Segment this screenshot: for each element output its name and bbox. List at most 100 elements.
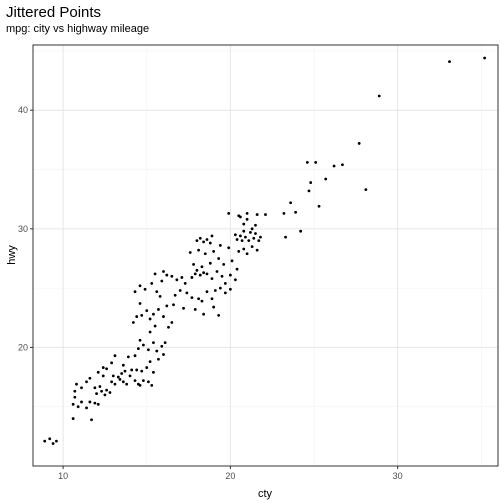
data-point <box>120 372 124 375</box>
data-point <box>105 388 108 392</box>
data-point <box>88 376 92 380</box>
data-point <box>203 252 207 256</box>
data-point <box>140 369 144 373</box>
data-point <box>218 244 222 247</box>
data-point <box>167 325 170 329</box>
data-point <box>148 330 152 334</box>
data-point <box>145 309 149 313</box>
x-axis-label: cty <box>258 488 273 500</box>
data-point <box>235 238 239 241</box>
data-point <box>220 274 224 278</box>
data-point <box>73 389 77 393</box>
data-point <box>205 238 209 241</box>
chart-title: Jittered Points <box>6 4 102 21</box>
data-point <box>152 312 155 316</box>
data-point <box>162 315 165 318</box>
data-point <box>141 343 145 347</box>
data-point <box>227 246 231 250</box>
data-point <box>227 212 231 215</box>
data-point <box>357 142 361 145</box>
y-axis: 20 30 40 <box>18 105 33 352</box>
data-point <box>192 262 195 266</box>
data-point <box>153 272 157 276</box>
data-point <box>116 375 120 379</box>
data-point <box>147 348 150 352</box>
data-point <box>245 212 249 215</box>
data-point <box>136 347 140 350</box>
data-point <box>133 379 137 383</box>
data-point <box>95 392 98 396</box>
data-point <box>208 261 212 265</box>
data-point <box>96 402 100 406</box>
data-point <box>305 161 309 164</box>
data-point <box>210 234 214 238</box>
data-point <box>85 406 88 410</box>
data-point <box>165 304 169 308</box>
y-axis-label: hwy <box>6 245 18 265</box>
data-point <box>257 239 261 243</box>
y-tick-label: 20 <box>18 342 28 352</box>
data-point <box>141 379 145 383</box>
data-point <box>294 210 298 214</box>
data-point <box>135 315 139 318</box>
data-point <box>55 439 58 443</box>
data-point <box>193 308 197 311</box>
data-point <box>245 252 249 256</box>
data-point <box>131 321 135 324</box>
data-point <box>245 217 249 221</box>
data-point <box>150 383 154 387</box>
data-point <box>314 161 318 164</box>
data-point <box>160 279 164 283</box>
panel-border <box>32 44 499 467</box>
data-point <box>242 222 246 226</box>
data-point <box>255 213 259 216</box>
data-point <box>152 370 155 374</box>
data-point <box>133 290 137 294</box>
data-point <box>247 239 251 243</box>
data-point <box>128 374 132 378</box>
data-point <box>217 313 221 317</box>
data-point <box>80 400 83 404</box>
data-point <box>240 239 244 243</box>
x-tick-label: 30 <box>393 471 403 481</box>
data-point <box>218 286 222 290</box>
data-point <box>264 213 267 216</box>
data-point <box>178 289 182 292</box>
data-point <box>230 259 234 263</box>
data-point <box>317 204 321 208</box>
data-point <box>140 313 144 317</box>
data-point <box>170 321 174 324</box>
data-point <box>93 401 97 405</box>
panel-background <box>33 45 498 466</box>
data-point <box>147 380 150 384</box>
data-point <box>237 214 241 218</box>
data-point <box>237 249 241 253</box>
data-point <box>233 278 237 282</box>
data-point <box>210 297 214 301</box>
data-point <box>242 247 246 251</box>
data-point <box>138 284 142 288</box>
data-point <box>254 223 257 227</box>
data-points <box>43 56 487 445</box>
data-point <box>43 439 47 443</box>
data-point <box>215 270 219 273</box>
data-point <box>249 230 252 234</box>
data-point <box>200 299 204 303</box>
data-point <box>208 241 212 245</box>
data-point <box>170 274 174 278</box>
data-point <box>190 276 194 279</box>
data-point <box>205 290 209 294</box>
data-point <box>242 229 246 233</box>
data-point <box>133 354 137 358</box>
data-point <box>118 378 122 381</box>
data-point <box>197 248 200 252</box>
data-point <box>130 368 134 372</box>
data-point <box>197 297 200 301</box>
data-point <box>155 349 159 353</box>
data-point <box>324 177 328 181</box>
data-point <box>152 341 155 345</box>
data-point <box>113 354 117 358</box>
data-point <box>182 306 185 310</box>
data-point <box>483 56 487 60</box>
data-point <box>76 405 80 409</box>
